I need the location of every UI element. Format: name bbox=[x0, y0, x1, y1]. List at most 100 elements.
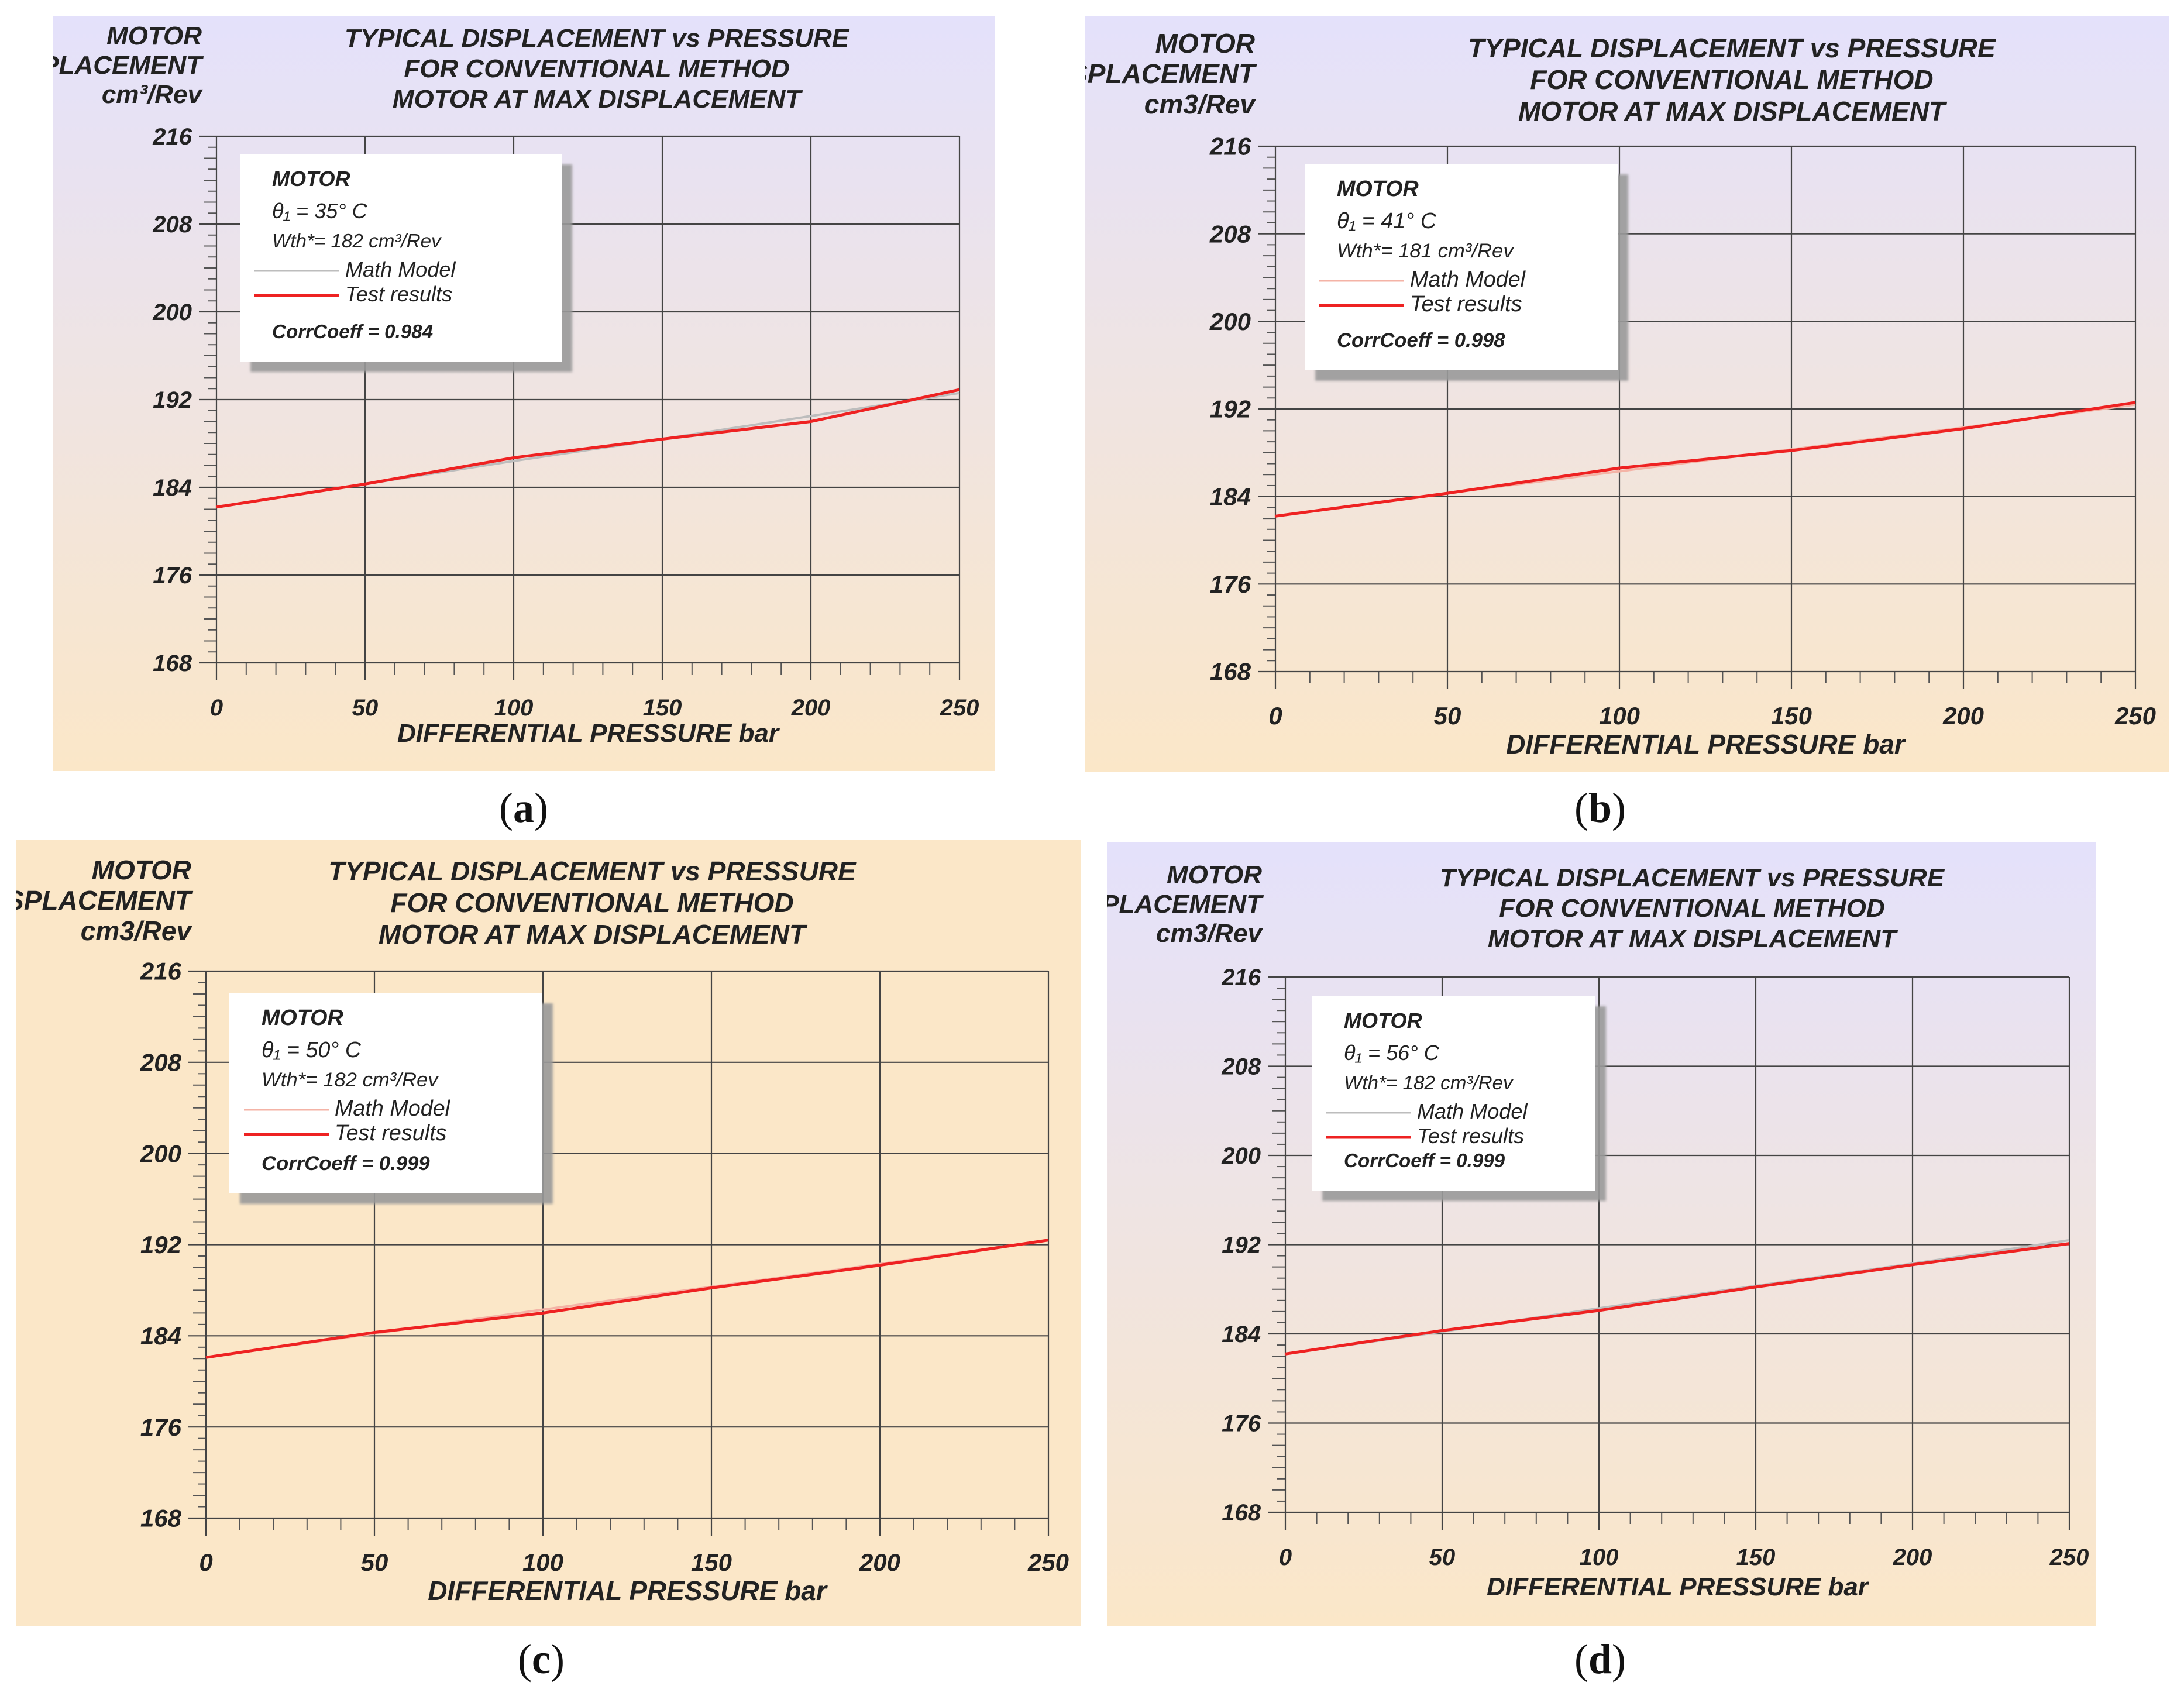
chart-c: 168 176 184 192 200 208 216 0 50 100 150 200 250 TYPI… bbox=[16, 840, 1081, 1626]
series-line-test-results bbox=[205, 1239, 1049, 1359]
y-axis-label-line: DISPLACEMENT bbox=[53, 51, 204, 80]
y-axis-label-line: DISPLACEMENT bbox=[1085, 59, 1257, 89]
x-tick-label: 50 bbox=[1429, 1544, 1456, 1570]
chart-title-line: TYPICAL DISPLACEMENT vs PRESSURE bbox=[1468, 33, 1996, 63]
legend-corrcoeff: CorrCoeff = 0.984 bbox=[272, 321, 433, 343]
chart-background bbox=[53, 16, 995, 771]
chart-panel-a: 168 176 184 192 200 208 216 0 50 100 150 200 250 TYPI… bbox=[53, 16, 995, 771]
y-tick-label: 184 bbox=[140, 1322, 181, 1350]
legend-wth: Wth*= 181 cm³/Rev bbox=[1337, 240, 1514, 262]
y-tick-label: 200 bbox=[1209, 308, 1251, 335]
y-tick-label: 192 bbox=[153, 387, 192, 413]
y-tick-label: 176 bbox=[153, 563, 192, 589]
x-axis-label: DIFFERENTIAL PRESSURE bar bbox=[1506, 729, 1906, 759]
y-tick-label: 192 bbox=[140, 1231, 181, 1258]
chart-title-line: TYPICAL DISPLACEMENT vs PRESSURE bbox=[328, 856, 857, 886]
y-tick-label: 216 bbox=[152, 124, 192, 150]
x-tick-label: 50 bbox=[361, 1549, 388, 1576]
y-tick-label: 200 bbox=[140, 1140, 181, 1167]
y-tick-label: 184 bbox=[1222, 1322, 1261, 1347]
x-axis-label: DIFFERENTIAL PRESSURE bar bbox=[1487, 1573, 1870, 1601]
y-tick-label: 168 bbox=[153, 651, 192, 676]
legend-corrcoeff: CorrCoeff = 0.998 bbox=[1337, 329, 1505, 352]
y-tick-label: 208 bbox=[152, 212, 192, 238]
y-tick-label: 200 bbox=[1221, 1143, 1261, 1169]
x-tick-label: 200 bbox=[1942, 702, 1984, 730]
legend-corrcoeff: CorrCoeff = 0.999 bbox=[1344, 1150, 1505, 1172]
y-tick-label: 168 bbox=[1222, 1500, 1261, 1526]
x-tick-label: 200 bbox=[1893, 1544, 1932, 1570]
chart-panel-b: 168 176 184 192 200 208 216 0 50 100 150 200 250 TYPI… bbox=[1085, 16, 2169, 772]
series-line-test-results bbox=[216, 388, 960, 509]
series-line-test-results bbox=[1275, 401, 2136, 518]
legend: MOTOR θ₁ = 50° C Wth*= 182 cm³/Rev Math Mod… bbox=[229, 993, 542, 1193]
legend-corrcoeff: CorrCoeff = 0.999 bbox=[262, 1153, 430, 1175]
x-tick-label: 200 bbox=[791, 695, 831, 721]
chart-d: 168 176 184 192 200 208 216 0 50 100 150 200 250 TYPI… bbox=[1107, 842, 2096, 1626]
legend-temperature: θ₁ = 56° C bbox=[1344, 1041, 1440, 1065]
y-tick-label: 216 bbox=[1209, 133, 1251, 160]
legend-wth: Wth*= 182 cm³/Rev bbox=[262, 1069, 439, 1091]
x-tick-label: 250 bbox=[1027, 1549, 1069, 1576]
chart-background bbox=[1107, 842, 2096, 1626]
chart-title-line: FOR CONVENTIONAL METHOD bbox=[1499, 894, 1884, 923]
y-axis-label-line: MOTOR bbox=[1167, 861, 1262, 889]
y-tick-label: 208 bbox=[1221, 1054, 1261, 1080]
x-tick-label: 250 bbox=[940, 695, 979, 721]
legend-entry: Test results bbox=[1417, 1124, 1524, 1148]
legend-box bbox=[1305, 164, 1618, 370]
legend-entry: Test results bbox=[335, 1120, 447, 1145]
x-tick-label: 250 bbox=[2049, 1544, 2089, 1570]
y-tick-label: 176 bbox=[1210, 570, 1251, 598]
chart-title-line: MOTOR AT MAX DISPLACEMENT bbox=[1518, 96, 1948, 126]
y-axis-label-line: cm3/Rev bbox=[1144, 89, 1257, 119]
caption-letter: c bbox=[532, 1636, 551, 1683]
y-axis-label-line: cm3/Rev bbox=[81, 916, 193, 946]
caption-d: (d) bbox=[1574, 1636, 1626, 1683]
x-axis-label: DIFFERENTIAL PRESSURE bar bbox=[428, 1575, 828, 1606]
x-tick-label: 100 bbox=[1599, 702, 1640, 730]
y-axis-label-line: MOTOR bbox=[92, 855, 191, 885]
legend-title: MOTOR bbox=[1337, 176, 1419, 201]
legend-temperature: θ₁ = 41° C bbox=[1337, 208, 1437, 233]
y-tick-label: 176 bbox=[140, 1413, 182, 1441]
x-tick-label: 100 bbox=[1580, 1544, 1619, 1570]
x-tick-label: 150 bbox=[691, 1549, 732, 1576]
x-tick-label: 0 bbox=[1279, 1544, 1292, 1570]
legend: MOTOR θ₁ = 56° C Wth*= 182 cm³/Rev Math Mod… bbox=[1312, 996, 1595, 1191]
x-tick-label: 100 bbox=[494, 695, 534, 721]
chart-title-line: FOR CONVENTIONAL METHOD bbox=[390, 887, 793, 918]
x-tick-label: 150 bbox=[1736, 1544, 1776, 1570]
caption-c: (c) bbox=[518, 1636, 565, 1683]
legend-wth: Wth*= 182 cm³/Rev bbox=[272, 231, 442, 252]
legend-entry: Test results bbox=[1410, 291, 1522, 316]
legend-title: MOTOR bbox=[262, 1005, 343, 1030]
legend-temperature: θ₁ = 35° C bbox=[272, 199, 368, 223]
x-axis-label: DIFFERENTIAL PRESSURE bar bbox=[397, 719, 780, 748]
y-tick-label: 216 bbox=[140, 958, 182, 985]
chart-a: 168 176 184 192 200 208 216 0 50 100 150 200 250 TYPI… bbox=[53, 16, 995, 771]
chart-title-line: TYPICAL DISPLACEMENT vs PRESSURE bbox=[1440, 864, 1945, 892]
chart-title-line: TYPICAL DISPLACEMENT vs PRESSURE bbox=[345, 24, 850, 53]
chart-title-line: MOTOR AT MAX DISPLACEMENT bbox=[379, 919, 808, 950]
x-tick-label: 50 bbox=[1434, 702, 1461, 730]
legend: MOTOR θ₁ = 35° C Wth*= 182 cm³/Rev Math Mod… bbox=[240, 154, 562, 362]
chart-title-line: FOR CONVENTIONAL METHOD bbox=[404, 54, 789, 83]
y-tick-label: 200 bbox=[152, 300, 192, 325]
series-line-test-results bbox=[1285, 1242, 2070, 1356]
legend-title: MOTOR bbox=[272, 167, 350, 191]
y-tick-label: 208 bbox=[140, 1049, 182, 1076]
x-tick-label: 50 bbox=[352, 695, 379, 721]
chart-title-line: FOR CONVENTIONAL METHOD bbox=[1530, 64, 1933, 95]
legend-entry: Math Model bbox=[1410, 267, 1526, 291]
x-tick-label: 250 bbox=[2114, 702, 2156, 730]
y-tick-label: 168 bbox=[1210, 658, 1251, 686]
x-tick-label: 150 bbox=[643, 695, 682, 721]
y-axis-label-line: MOTOR bbox=[106, 22, 202, 50]
legend-entry: Math Model bbox=[1417, 1099, 1528, 1123]
legend: MOTOR θ₁ = 41° C Wth*= 181 cm³/Rev Math Mod… bbox=[1305, 164, 1618, 370]
y-tick-label: 176 bbox=[1222, 1411, 1261, 1437]
chart-title-line: MOTOR AT MAX DISPLACEMENT bbox=[393, 85, 803, 113]
caption-letter: a bbox=[513, 785, 534, 831]
legend-entry: Test results bbox=[345, 282, 452, 306]
